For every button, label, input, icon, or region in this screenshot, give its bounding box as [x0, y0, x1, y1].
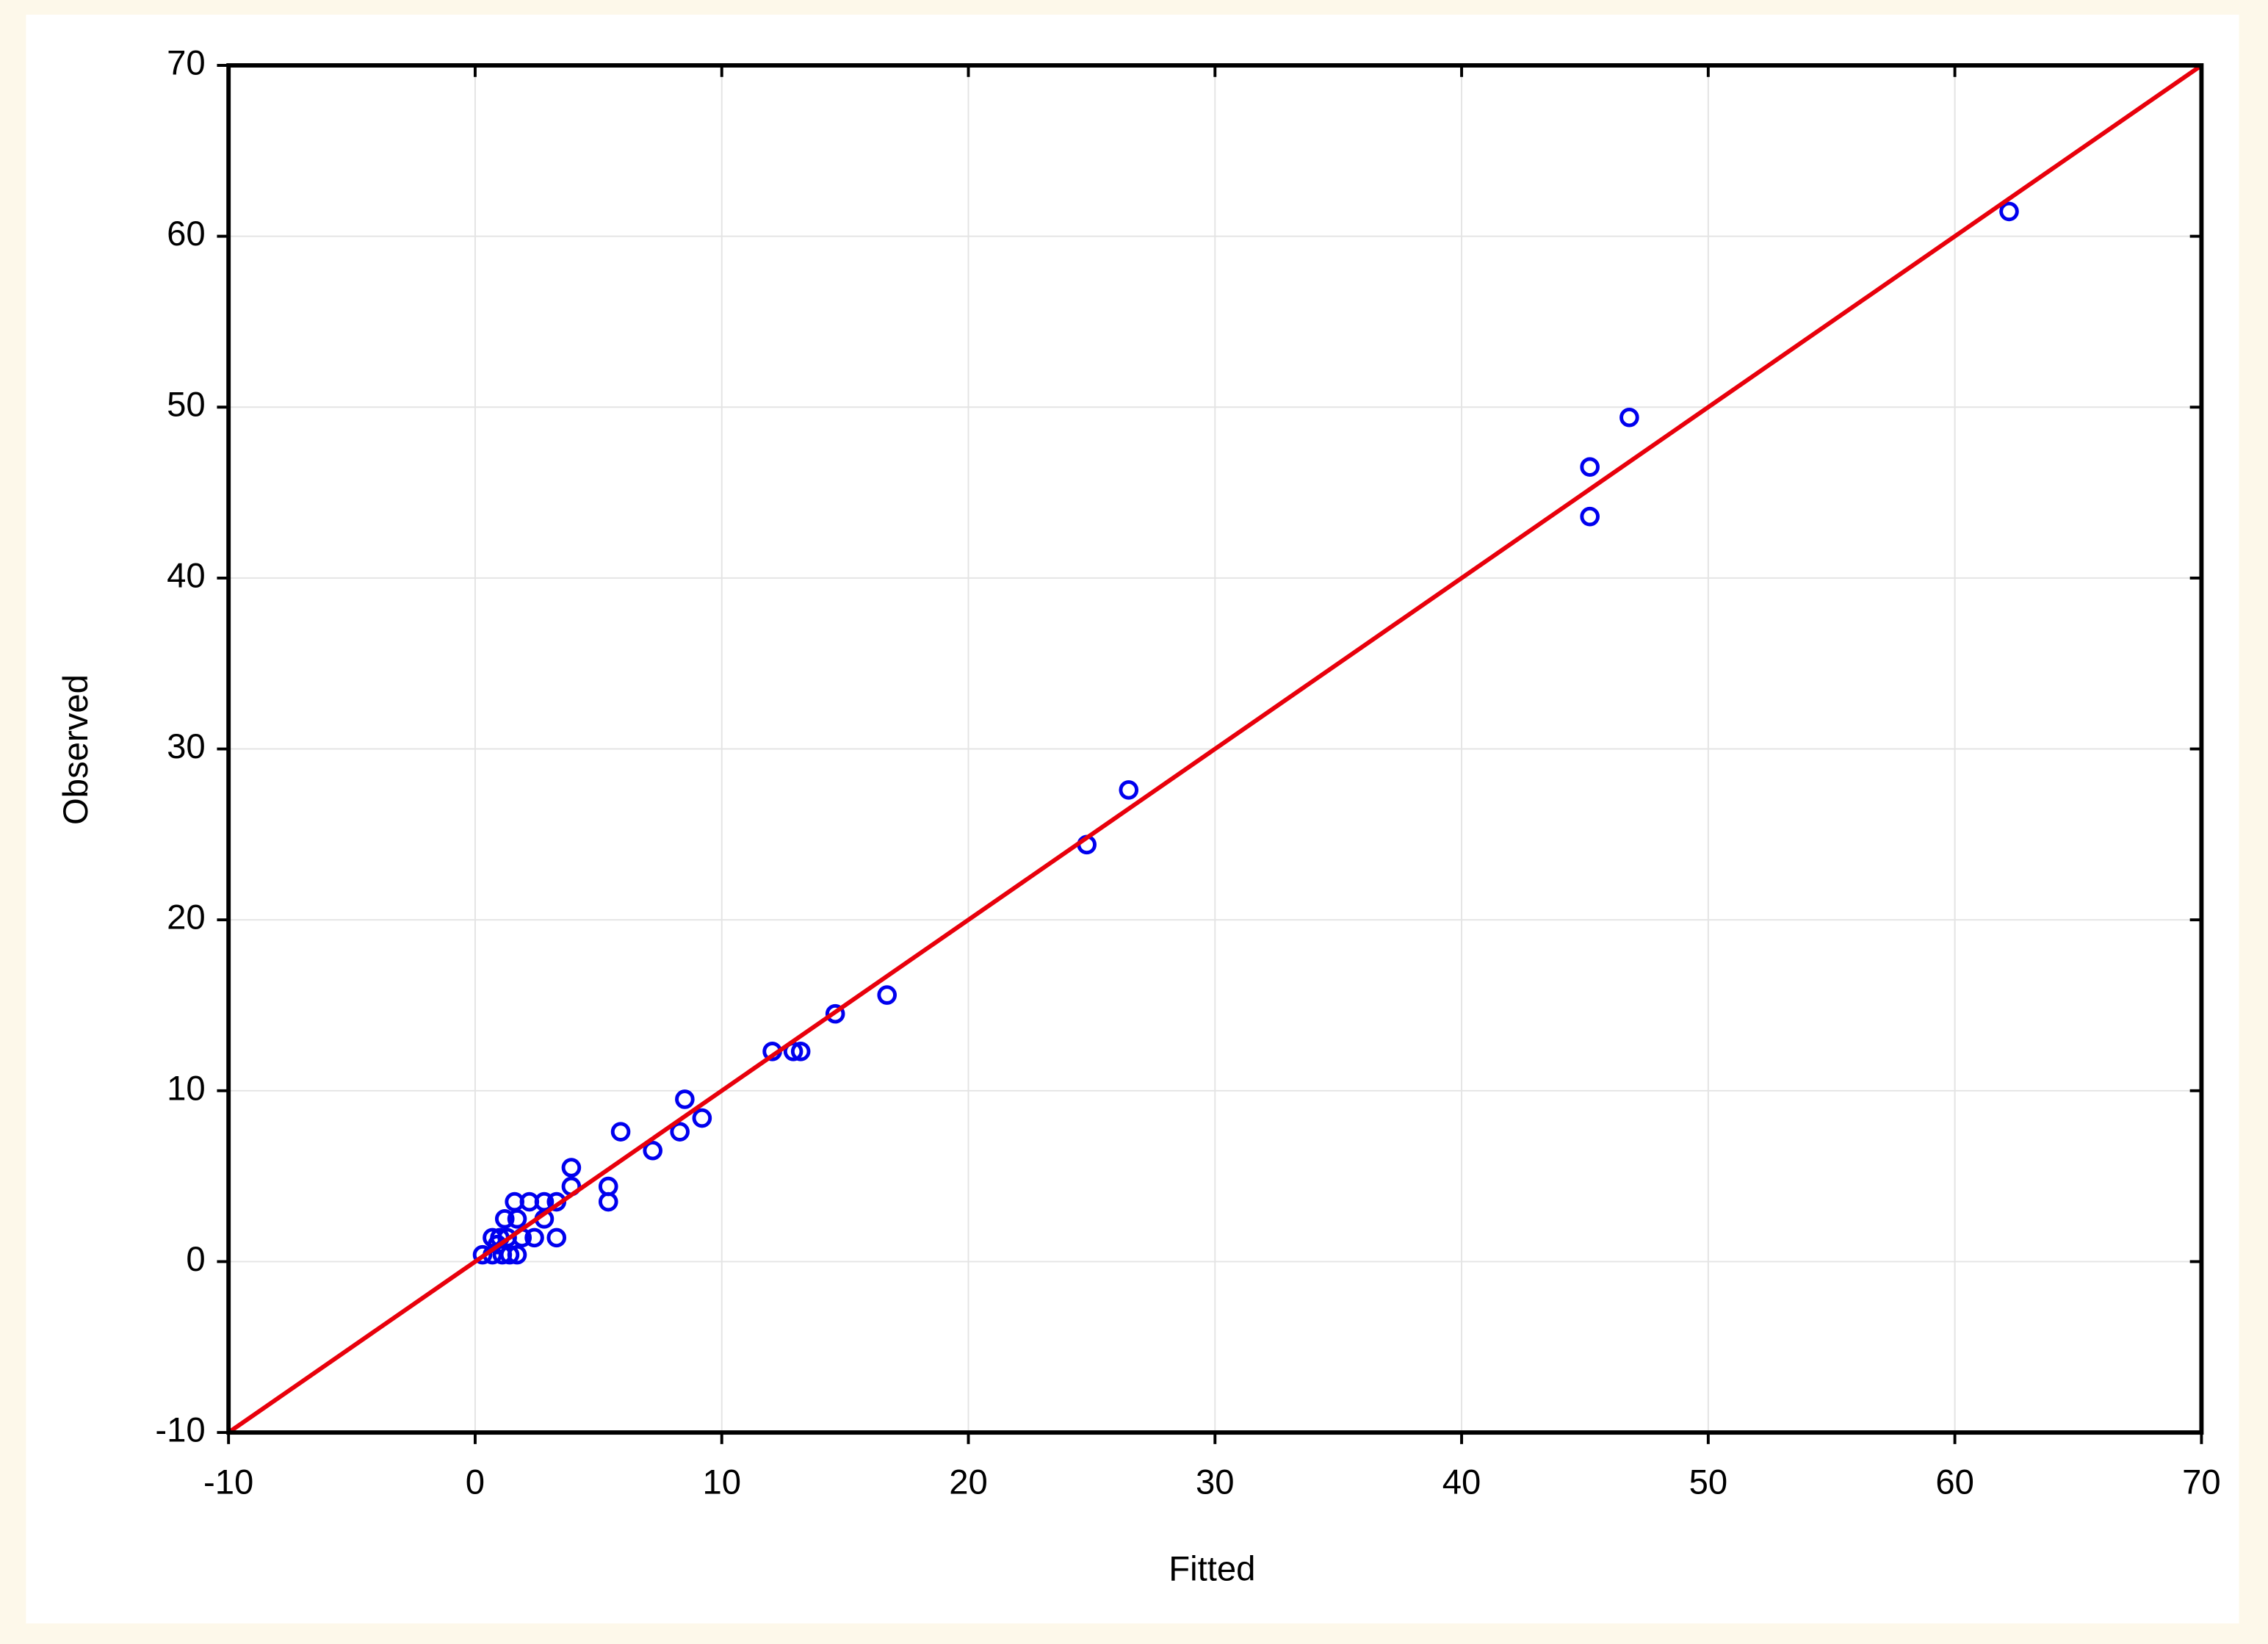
- x-tick-label: 40: [1442, 1463, 1481, 1501]
- x-tick-label: -10: [203, 1463, 253, 1501]
- scatter-point: [1580, 506, 1600, 527]
- scatter-point: [487, 1234, 508, 1255]
- scatter-point: [561, 1158, 582, 1178]
- scatter-point: [1119, 780, 1139, 800]
- scatter-point: [825, 1003, 845, 1024]
- scatter-point: [610, 1122, 631, 1142]
- scatter-point: [499, 1244, 520, 1265]
- y-tick-label: 70: [167, 43, 206, 82]
- scatter-point: [675, 1089, 695, 1109]
- x-tick-label: 10: [702, 1463, 741, 1501]
- y-tick-label: -10: [155, 1411, 205, 1450]
- y-tick-label: 60: [167, 214, 206, 253]
- scatter-point: [1619, 407, 1639, 428]
- scatter-point: [598, 1191, 618, 1212]
- y-tick-label: 50: [167, 386, 206, 425]
- y-tick-label: 0: [186, 1240, 205, 1279]
- scatter-point: [524, 1227, 544, 1248]
- x-tick-label: 0: [466, 1463, 485, 1501]
- scatter-point: [643, 1140, 662, 1161]
- scatter-point: [877, 985, 897, 1005]
- x-axis-label: Fitted: [1169, 1550, 1255, 1589]
- x-tick-label: 50: [1689, 1463, 1728, 1501]
- y-axis-label: Observed: [57, 674, 95, 825]
- x-tick-label: 60: [1935, 1463, 1974, 1501]
- y-tick-label: 40: [167, 556, 206, 595]
- x-tick-label: 20: [949, 1463, 988, 1501]
- x-tick-label: 30: [1196, 1463, 1235, 1501]
- y-tick-label: 20: [167, 898, 206, 937]
- scatter-point: [1999, 201, 2019, 222]
- scatter-point: [494, 1208, 515, 1229]
- x-tick-label: 70: [2182, 1463, 2221, 1501]
- scatter-point: [692, 1108, 712, 1128]
- fit-line: [227, 63, 2203, 1435]
- scatter-point: [546, 1227, 567, 1248]
- scatter-point: [670, 1122, 690, 1142]
- y-tick-label: 10: [167, 1069, 206, 1108]
- scatter-point: [507, 1208, 527, 1229]
- scatter-point: [472, 1244, 493, 1265]
- plot-frame: [226, 63, 2204, 1435]
- y-tick-label: 30: [167, 727, 206, 766]
- scatter-point: [790, 1042, 811, 1061]
- scatter-point: [1580, 457, 1600, 477]
- chart-panel: [26, 15, 2239, 1624]
- scatter-point: [507, 1244, 527, 1265]
